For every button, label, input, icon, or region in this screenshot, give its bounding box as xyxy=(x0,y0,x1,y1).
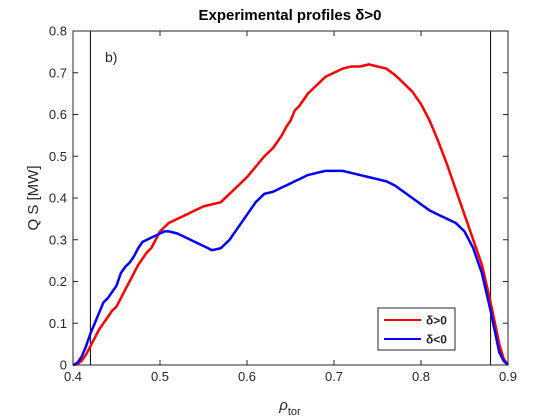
y-tick-label: 0.3 xyxy=(49,232,67,247)
y-tick-label: 0.4 xyxy=(49,191,67,206)
panel-label: b) xyxy=(105,49,117,65)
series-lines xyxy=(72,63,510,367)
legend-label: δ>0 xyxy=(426,314,447,328)
x-tick-label: 0.9 xyxy=(499,369,517,384)
axis-ticks: 0.4 0.5 0.6 0.7 0.8 0.9 0 0.1 0.2 0.3 0.4 0.5 0.6 0.7… xyxy=(49,24,517,385)
y-tick-label: 0.1 xyxy=(49,316,67,331)
x-axis-label-subscript: tor xyxy=(288,406,301,418)
legend: δ>0δ<0 xyxy=(377,307,456,351)
x-axis-label: ρtor xyxy=(278,397,301,418)
legend-label: δ<0 xyxy=(426,333,447,347)
y-axis-label: Q S [MW] xyxy=(25,166,42,231)
y-tick-label: 0.5 xyxy=(49,149,67,164)
x-tick-label: 0.4 xyxy=(64,369,82,384)
y-tick-label: 0.6 xyxy=(49,107,67,122)
y-tick-label: 0.7 xyxy=(49,65,67,80)
y-tick-label: 0 xyxy=(60,358,67,373)
x-tick-label: 0.6 xyxy=(238,369,256,384)
x-tick-label: 0.7 xyxy=(325,369,343,384)
legend-box xyxy=(377,307,456,351)
series-line-delta-positive xyxy=(72,63,510,367)
x-tick-label: 0.8 xyxy=(412,369,430,384)
x-axis-label-main: ρ xyxy=(278,397,288,414)
x-tick-label: 0.5 xyxy=(151,369,169,384)
y-tick-label: 0.2 xyxy=(49,274,67,289)
chart-title: Experimental profiles δ>0 xyxy=(199,7,382,24)
series-line-delta-negative xyxy=(72,169,509,367)
y-tick-label: 0.8 xyxy=(49,24,67,39)
